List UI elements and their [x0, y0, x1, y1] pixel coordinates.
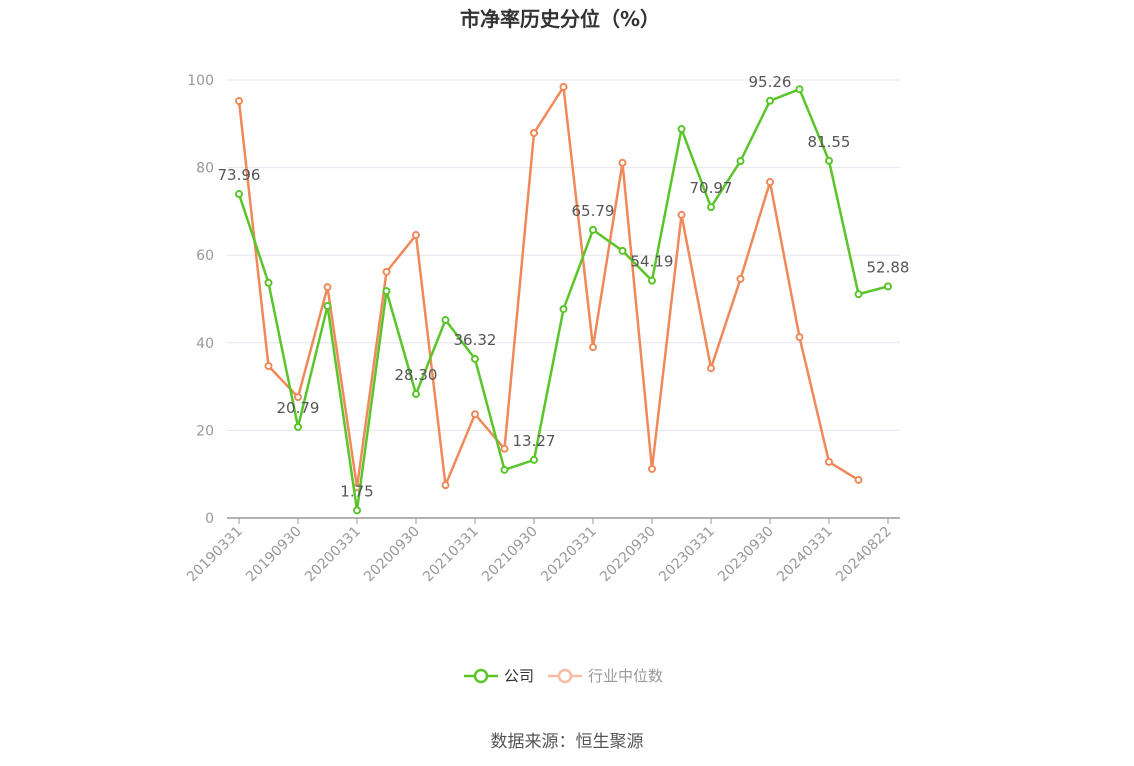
data-label: 54.19 [631, 253, 674, 271]
data-point [766, 178, 774, 187]
data-point [264, 278, 273, 287]
data-point [884, 282, 892, 291]
data-point [323, 302, 332, 311]
x-tick-label: 20220331 [538, 524, 600, 586]
x-tick-label: 20220930 [597, 524, 659, 586]
data-point [412, 390, 420, 399]
y-tick-label: 100 [187, 73, 214, 89]
data-label: 52.88 [867, 258, 910, 276]
data-point [530, 455, 538, 464]
x-tick-label: 20210930 [479, 524, 541, 586]
data-point [825, 156, 833, 165]
data-label: 70.97 [690, 179, 733, 197]
data-label: 36.32 [454, 331, 497, 349]
series-line [237, 87, 889, 511]
data-point [382, 267, 391, 276]
x-tick-label: 20230930 [715, 524, 777, 586]
data-point [766, 96, 774, 105]
data-point [471, 410, 479, 419]
data-point [382, 287, 391, 296]
data-label: 13.27 [513, 432, 556, 450]
x-tick-label: 20190331 [184, 524, 246, 586]
legend-item[interactable]: 行业中位数 [548, 667, 663, 685]
data-point [854, 475, 863, 484]
x-tick-label: 20190930 [243, 524, 305, 586]
data-point [441, 481, 450, 490]
series-line [237, 83, 860, 491]
data-point [825, 457, 833, 466]
x-tick-label: 20240331 [774, 524, 836, 586]
data-point [648, 276, 656, 285]
data-point [559, 305, 568, 314]
data-point [618, 246, 627, 255]
source: 数据来源：恒生聚源 [491, 732, 644, 752]
legend-label: 行业中位数 [588, 667, 663, 685]
data-point [294, 393, 302, 402]
data-label: 20.79 [277, 399, 320, 417]
data-point [677, 125, 686, 134]
x-tick-label: 20240822 [833, 524, 895, 586]
data-point [353, 506, 361, 515]
data-point [235, 97, 243, 106]
data-point [559, 83, 568, 92]
data-point [500, 444, 509, 453]
y-tick-label: 20 [196, 423, 214, 439]
data-point [294, 422, 302, 431]
data-point [854, 290, 863, 299]
data-point [707, 364, 715, 373]
data-point [618, 158, 627, 167]
y-tick-label: 80 [196, 161, 214, 177]
legend-marker [473, 668, 489, 684]
data-label: 65.79 [572, 202, 615, 220]
data-label: 95.26 [749, 73, 792, 91]
data-point [323, 283, 332, 292]
data-point [736, 157, 745, 166]
legend-item[interactable]: 公司 [464, 667, 534, 685]
x-tick-label: 20200331 [302, 524, 364, 586]
data-point [736, 274, 745, 283]
data-point [235, 190, 243, 199]
y-tick-label: 60 [196, 248, 214, 264]
x-tick-label: 20210331 [420, 524, 482, 586]
data-point [648, 464, 656, 473]
y-tick-label: 40 [196, 336, 214, 352]
data-point [795, 85, 804, 94]
data-point [707, 203, 715, 212]
x-tick-label: 20230331 [656, 524, 718, 586]
chart-title: 市净率历史分位（%） [460, 7, 660, 31]
data-point [441, 316, 450, 325]
data-point [500, 465, 509, 474]
data-point [795, 333, 804, 342]
data-label: 28.30 [395, 366, 438, 384]
legend-marker [557, 668, 573, 684]
data-point [677, 210, 686, 219]
data-label: 1.75 [340, 482, 373, 500]
data-label: 73.96 [218, 166, 261, 184]
x-tick-label: 20200930 [361, 524, 423, 586]
data-label: 81.55 [808, 133, 851, 151]
data-point [264, 362, 273, 371]
data-point [589, 225, 597, 234]
data-point [589, 343, 597, 352]
y-tick-label: 0 [205, 511, 214, 527]
legend-label: 公司 [504, 667, 534, 685]
data-point [530, 128, 538, 137]
data-point [412, 231, 420, 240]
data-point [471, 354, 479, 363]
